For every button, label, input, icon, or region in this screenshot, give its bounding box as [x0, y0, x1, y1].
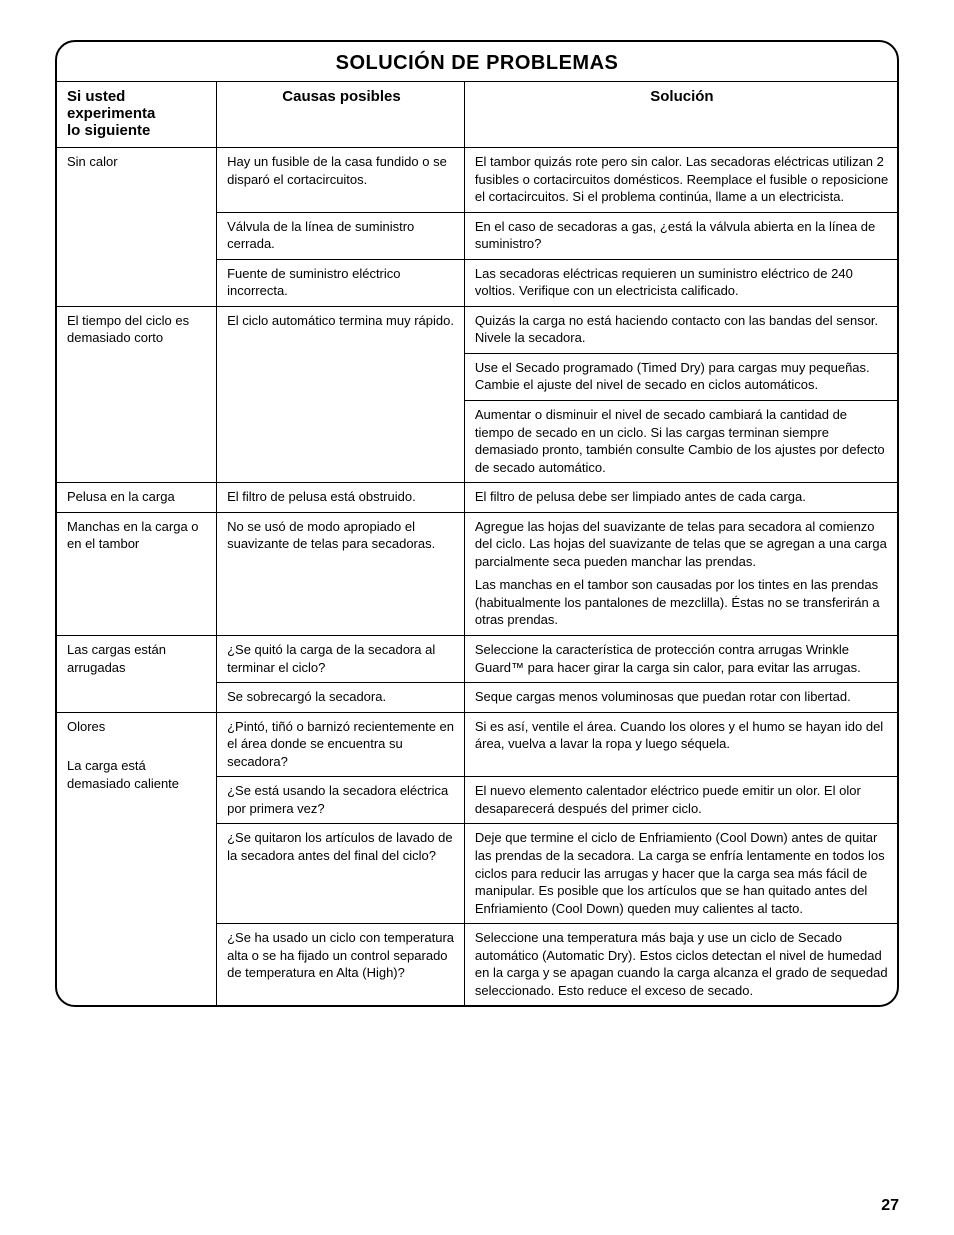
solution-cell: Las secadoras eléctricas requieren un su…	[464, 259, 897, 306]
header-cause: Causas posibles	[217, 82, 465, 148]
solution-cell: Aumentar o disminuir el nivel de secado …	[464, 401, 897, 483]
cause-cell: ¿Se quitaron los artículos de lavado de …	[217, 824, 465, 924]
solution-cell: En el caso de secadoras a gas, ¿está la …	[464, 212, 897, 259]
cause-cell: ¿Se ha usado un ciclo con temperatura al…	[217, 924, 465, 1006]
problem-text: Olores	[67, 718, 208, 736]
table-row: Olores La carga está demasiado caliente …	[57, 712, 897, 777]
solution-cell: Agregue las hojas del suavizante de tela…	[464, 512, 897, 635]
problem-cell: Olores La carga está demasiado caliente	[57, 712, 217, 1005]
cause-cell: Fuente de suministro eléctrico incorrect…	[217, 259, 465, 306]
cause-cell: ¿Se está usando la secadora eléctrica po…	[217, 777, 465, 824]
solution-cell: Si es así, ventile el área. Cuando los o…	[464, 712, 897, 777]
page-number: 27	[881, 1197, 899, 1215]
solution-cell: Seleccione una temperatura más baja y us…	[464, 924, 897, 1006]
cause-cell: Hay un fusible de la casa fundido o se d…	[217, 148, 465, 213]
solution-cell: Deje que termine el ciclo de Enfriamient…	[464, 824, 897, 924]
cause-cell: El filtro de pelusa está obstruido.	[217, 483, 465, 513]
problem-cell: Sin calor	[57, 148, 217, 307]
table-row: El tiempo del ciclo es demasiado corto E…	[57, 306, 897, 353]
table-header-row: Si usted experimenta lo siguiente Causas…	[57, 82, 897, 148]
header-text: lo siguiente	[67, 122, 150, 139]
problem-cell: Manchas en la carga o en el tambor	[57, 512, 217, 635]
solution-cell: El filtro de pelusa debe ser limpiado an…	[464, 483, 897, 513]
troubleshooting-frame: SOLUCIÓN DE PROBLEMAS Si usted experimen…	[55, 40, 899, 1007]
table-row: Las cargas están arrugadas ¿Se quitó la …	[57, 636, 897, 683]
solution-cell: Seque cargas menos voluminosas que pueda…	[464, 683, 897, 713]
problem-cell: Las cargas están arrugadas	[57, 636, 217, 713]
solution-text: Las manchas en el tambor son causadas po…	[475, 576, 889, 629]
cause-cell: ¿Se quitó la carga de la secadora al ter…	[217, 636, 465, 683]
cause-cell: El ciclo automático termina muy rápido.	[217, 306, 465, 482]
header-solution: Solución	[464, 82, 897, 148]
problem-cell: Pelusa en la carga	[57, 483, 217, 513]
solution-cell: El nuevo elemento calentador eléctrico p…	[464, 777, 897, 824]
section-title: SOLUCIÓN DE PROBLEMAS	[57, 42, 897, 81]
cause-cell: No se usó de modo apropiado el suavizant…	[217, 512, 465, 635]
cause-cell: Válvula de la línea de suministro cerrad…	[217, 212, 465, 259]
table-row: Pelusa en la carga El filtro de pelusa e…	[57, 483, 897, 513]
table-row: Manchas en la carga o en el tambor No se…	[57, 512, 897, 635]
solution-cell: Quizás la carga no está haciendo contact…	[464, 306, 897, 353]
solution-cell: El tambor quizás rote pero sin calor. La…	[464, 148, 897, 213]
solution-text: Agregue las hojas del suavizante de tela…	[475, 518, 889, 571]
problem-cell: El tiempo del ciclo es demasiado corto	[57, 306, 217, 482]
solution-cell: Use el Secado programado (Timed Dry) par…	[464, 353, 897, 400]
cause-cell: Se sobrecargó la secadora.	[217, 683, 465, 713]
solution-cell: Seleccione la característica de protecci…	[464, 636, 897, 683]
troubleshooting-table: Si usted experimenta lo siguiente Causas…	[57, 81, 897, 1005]
cause-cell: ¿Pintó, tiñó o barnizó recientemente en …	[217, 712, 465, 777]
header-problem: Si usted experimenta lo siguiente	[57, 82, 217, 148]
table-row: Sin calor Hay un fusible de la casa fund…	[57, 148, 897, 213]
header-text: Si usted experimenta	[67, 88, 155, 122]
problem-text: La carga está demasiado caliente	[67, 757, 208, 792]
